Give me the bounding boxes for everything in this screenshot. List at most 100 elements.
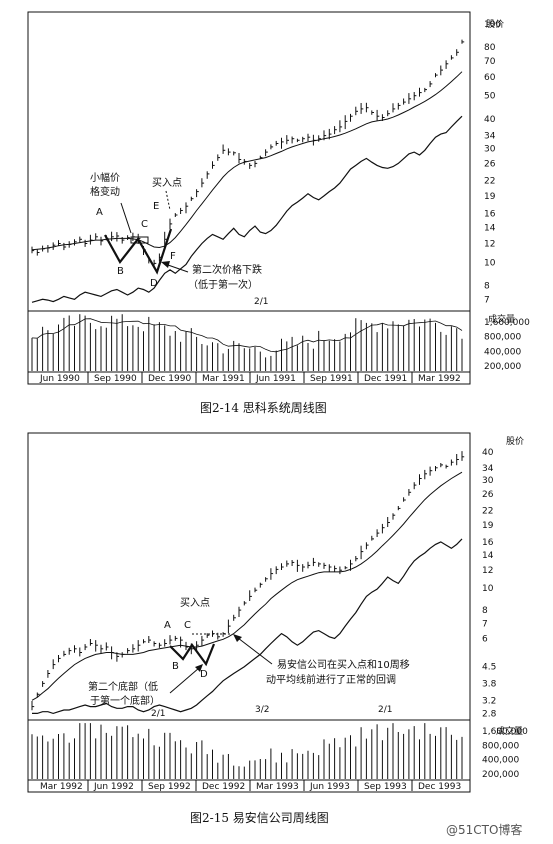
price-bar [445, 60, 449, 69]
price-bar [31, 246, 35, 254]
price-bar [169, 218, 173, 230]
volume-tick-label: 400,000 [482, 756, 519, 766]
price-tick-label: 10 [482, 584, 494, 594]
chart-1-relative-strength-line [31, 115, 463, 303]
price-bar [238, 606, 242, 617]
price-bar [100, 236, 104, 246]
x-tick-label: Dec 1990 [148, 374, 191, 384]
x-tick-label: Jun 1993 [309, 782, 350, 792]
price-bar [275, 566, 279, 575]
price-bar [164, 639, 167, 647]
price-tick-label: 7 [482, 619, 488, 629]
chart-2-split-marker-1: 2/1 [151, 709, 165, 719]
price-bar [174, 635, 178, 641]
x-tick-label: Mar 1992 [418, 374, 461, 384]
price-bar [450, 55, 454, 60]
price-bar [153, 641, 157, 647]
price-bar [233, 151, 236, 156]
price-bar [259, 582, 263, 588]
price-bar [355, 556, 358, 562]
x-tick-label: Mar 1993 [256, 782, 299, 792]
price-bar [31, 701, 35, 711]
price-bar [265, 149, 268, 157]
price-bar [47, 670, 51, 678]
price-bar [127, 235, 130, 240]
chart-1-small-range-text-1: 小幅价 [90, 171, 120, 184]
chart-2-split-marker-2: 3/2 [255, 705, 269, 715]
x-tick-label: Sep 1991 [310, 374, 353, 384]
price-bar [456, 454, 459, 466]
price-bar [74, 239, 77, 246]
x-tick-label: Sep 1990 [94, 374, 137, 384]
price-bar [334, 126, 337, 135]
price-bar [450, 459, 454, 466]
x-tick-label: Dec 1992 [202, 782, 245, 792]
price-tick-label: 50 [484, 92, 496, 102]
price-bar [408, 93, 412, 104]
price-bar [212, 161, 215, 169]
price-bar [440, 65, 443, 76]
chart-2-pattern-zigzag [169, 643, 216, 667]
chart-1: 股价 100 80 70 60 50 40 34 30 26 22 19 16 14 12 10 8 7 A B… [27, 11, 530, 415]
price-bar [307, 561, 311, 569]
price-tick-label: 12 [484, 240, 495, 250]
chart-2-x-labels: Mar 1992 Jun 1992 Sep 1992 Dec 1992 Mar 1993… [40, 780, 461, 792]
price-bar [95, 640, 98, 652]
price-bar [392, 513, 396, 520]
chart-1-label-d: D [150, 278, 158, 289]
price-bar [307, 133, 311, 142]
price-bar [413, 92, 417, 101]
price-tick-label: 3.8 [482, 679, 497, 689]
price-bar [424, 469, 427, 480]
chart-2-pullback-text-2: 动平均线前进行了正常的回调 [266, 673, 396, 686]
price-bar [429, 81, 433, 88]
price-bar [440, 463, 443, 468]
price-tick-label: 60 [484, 73, 496, 83]
price-bar [63, 242, 67, 251]
chart-1-second-drop-text-1: 第二次价格下跌 [192, 263, 262, 276]
price-bar [376, 529, 380, 537]
price-bar [84, 644, 88, 651]
price-bar [58, 655, 61, 663]
chart-1-second-drop-text-2: （低于第一次） [188, 278, 258, 291]
chart-1-volume-label: 成交量 [488, 313, 515, 325]
chart-1-price-bars [31, 39, 465, 266]
chart-2-price-bars [31, 451, 465, 711]
price-bar [68, 647, 72, 655]
chart-2-x-axis [27, 779, 471, 793]
price-bar [190, 196, 194, 201]
chart-2: 股价 40 34 30 26 22 19 16 14 12 10 8 7 6 4.5 3.8 3.2 2.8 A… [27, 432, 528, 825]
price-bar [254, 161, 258, 168]
price-bar [318, 562, 321, 567]
chart-2-second-bottom-arrowhead [195, 664, 203, 672]
chart-2-second-bottom-text-1: 第二个底部（低 [88, 680, 158, 693]
price-bar [387, 110, 390, 117]
price-bar [355, 106, 358, 116]
price-tick-label: 3.2 [482, 696, 496, 706]
price-tick-label: 100 [484, 20, 501, 30]
chart-1-x-labels: Jun 1990 Sep 1990 Dec 1990 Mar 1991 Jun 1991… [39, 372, 461, 384]
price-bar [387, 517, 390, 527]
price-tick-label: 2.8 [482, 709, 497, 719]
price-bar [63, 650, 67, 657]
price-bar [111, 231, 114, 242]
chart-2-volume-bars [31, 723, 463, 779]
price-bar [419, 87, 422, 97]
chart-1-price-ticks: 100 80 70 60 50 40 34 30 26 22 19 16 14 12 10 8 7 [484, 20, 501, 305]
price-tick-label: 8 [484, 282, 490, 292]
price-bar [58, 240, 61, 246]
price-bar [196, 641, 199, 651]
price-bar [201, 635, 205, 646]
price-bar [339, 120, 343, 133]
price-bar [328, 564, 332, 572]
chart-1-second-drop-arrow [167, 264, 189, 273]
chart-1-buy-point-text: 买入点 [152, 177, 182, 189]
price-bar [376, 109, 380, 121]
price-tick-label: 19 [482, 521, 494, 531]
price-bar [148, 636, 151, 643]
price-tick-label: 80 [484, 43, 496, 53]
x-tick-label: Mar 1991 [202, 374, 245, 384]
price-bar [233, 614, 236, 621]
price-bar [397, 102, 401, 110]
chart-1-volume-panel [27, 310, 471, 373]
